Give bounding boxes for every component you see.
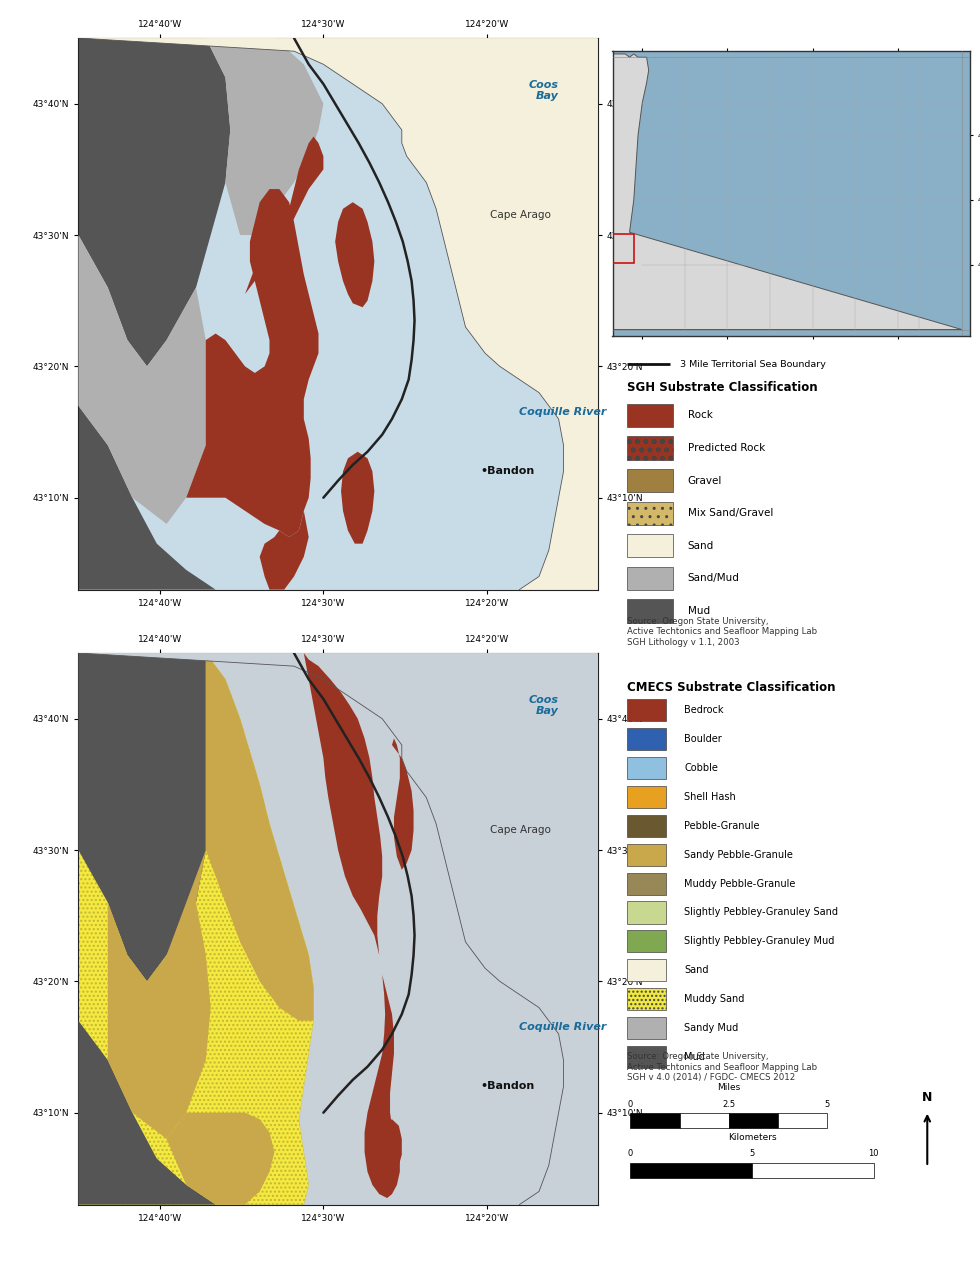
Text: •Bandon: •Bandon — [480, 1082, 534, 1092]
Polygon shape — [341, 451, 374, 544]
FancyBboxPatch shape — [627, 959, 666, 981]
Polygon shape — [260, 511, 309, 590]
FancyBboxPatch shape — [627, 902, 666, 923]
Text: 0: 0 — [628, 1149, 633, 1158]
FancyBboxPatch shape — [627, 815, 666, 837]
Text: Sand: Sand — [684, 965, 709, 975]
Text: Coquille River: Coquille River — [519, 1022, 607, 1032]
Text: 0: 0 — [628, 1099, 633, 1108]
Polygon shape — [167, 1112, 274, 1205]
Polygon shape — [78, 653, 314, 1205]
FancyBboxPatch shape — [679, 1113, 729, 1129]
FancyBboxPatch shape — [627, 872, 666, 895]
Bar — [611, 233, 634, 262]
Polygon shape — [612, 55, 961, 330]
Polygon shape — [78, 235, 211, 524]
Text: CMECS Substrate Classification: CMECS Substrate Classification — [627, 681, 835, 694]
Polygon shape — [78, 1021, 216, 1205]
FancyBboxPatch shape — [630, 1113, 679, 1129]
FancyBboxPatch shape — [627, 600, 673, 623]
Text: Mud: Mud — [684, 1052, 705, 1061]
FancyBboxPatch shape — [752, 1163, 873, 1178]
Text: N: N — [922, 1092, 932, 1104]
Text: 5: 5 — [750, 1149, 755, 1158]
FancyBboxPatch shape — [627, 988, 666, 1011]
Text: Sand: Sand — [688, 541, 713, 550]
Polygon shape — [78, 653, 206, 981]
FancyBboxPatch shape — [627, 728, 666, 751]
Polygon shape — [78, 38, 598, 590]
Text: Slightly Pebbley-Granuley Mud: Slightly Pebbley-Granuley Mud — [684, 936, 834, 946]
Text: Pebble-Granule: Pebble-Granule — [684, 820, 760, 831]
FancyBboxPatch shape — [627, 931, 666, 952]
Text: Bedrock: Bedrock — [684, 705, 723, 715]
Polygon shape — [558, 38, 649, 265]
Text: Coquille River: Coquille River — [519, 407, 607, 417]
Polygon shape — [304, 653, 400, 1198]
Text: •Bandon: •Bandon — [480, 467, 534, 477]
Polygon shape — [335, 202, 374, 307]
Text: Shell Hash: Shell Hash — [684, 792, 736, 801]
FancyBboxPatch shape — [630, 1163, 752, 1178]
FancyBboxPatch shape — [729, 1113, 778, 1129]
FancyBboxPatch shape — [627, 502, 673, 525]
FancyBboxPatch shape — [627, 469, 673, 492]
Text: 5: 5 — [824, 1099, 830, 1108]
Text: Gravel: Gravel — [688, 476, 722, 486]
FancyBboxPatch shape — [627, 403, 673, 427]
FancyBboxPatch shape — [627, 534, 673, 558]
Text: Source: Oregon State University,
Active Techtonics and Seafloor Mapping Lab
SGH : Source: Oregon State University, Active … — [627, 1052, 817, 1082]
Text: Sand/Mud: Sand/Mud — [688, 573, 740, 583]
Text: SGH Substrate Classification: SGH Substrate Classification — [627, 380, 817, 394]
Text: Muddy Pebble-Granule: Muddy Pebble-Granule — [684, 879, 796, 889]
FancyBboxPatch shape — [627, 567, 673, 590]
Text: Boulder: Boulder — [684, 734, 722, 744]
Text: 2.5: 2.5 — [722, 1099, 735, 1108]
Polygon shape — [78, 653, 598, 1205]
FancyBboxPatch shape — [778, 1113, 827, 1129]
Polygon shape — [379, 1120, 402, 1165]
FancyBboxPatch shape — [627, 699, 666, 721]
Text: Muddy Sand: Muddy Sand — [684, 994, 745, 1004]
Text: Sandy Mud: Sandy Mud — [684, 1023, 738, 1033]
Text: Kilometers: Kilometers — [728, 1132, 776, 1142]
Polygon shape — [206, 38, 323, 235]
Polygon shape — [392, 738, 414, 870]
Polygon shape — [78, 406, 216, 590]
FancyBboxPatch shape — [627, 1046, 666, 1068]
Text: 10: 10 — [868, 1149, 879, 1158]
Text: Mix Sand/Gravel: Mix Sand/Gravel — [688, 508, 773, 519]
Polygon shape — [245, 137, 323, 294]
FancyBboxPatch shape — [627, 786, 666, 808]
FancyBboxPatch shape — [627, 436, 673, 459]
Text: Miles: Miles — [717, 1083, 740, 1092]
Text: Cape Arago: Cape Arago — [490, 210, 551, 221]
Text: Cape Arago: Cape Arago — [490, 825, 551, 836]
Text: Mud: Mud — [688, 606, 710, 616]
FancyBboxPatch shape — [627, 757, 666, 779]
Text: Sandy Pebble-Granule: Sandy Pebble-Granule — [684, 850, 793, 860]
FancyBboxPatch shape — [627, 1017, 666, 1038]
Text: Cobble: Cobble — [684, 763, 718, 773]
Text: Coos
Bay: Coos Bay — [528, 695, 559, 716]
Polygon shape — [78, 38, 230, 366]
Text: Rock: Rock — [688, 411, 712, 421]
Polygon shape — [108, 653, 314, 1139]
FancyBboxPatch shape — [627, 843, 666, 866]
Text: Slightly Pebbley-Granuley Sand: Slightly Pebbley-Granuley Sand — [684, 908, 838, 918]
Text: 3 Mile Territorial Sea Boundary: 3 Mile Territorial Sea Boundary — [680, 360, 826, 369]
Text: Source: Oregon State University,
Active Techtonics and Seafloor Mapping Lab
SGH : Source: Oregon State University, Active … — [627, 618, 817, 647]
Polygon shape — [186, 189, 318, 538]
Text: Coos
Bay: Coos Bay — [528, 80, 559, 101]
Text: Predicted Rock: Predicted Rock — [688, 443, 764, 453]
